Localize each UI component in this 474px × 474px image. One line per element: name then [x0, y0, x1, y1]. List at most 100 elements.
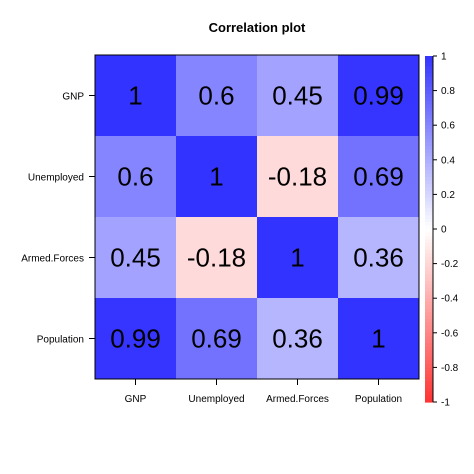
colorbar-segment: [425, 62, 433, 67]
cell-label-3-1: 0.69: [191, 324, 242, 354]
colorbar-segment: [425, 135, 433, 140]
colorbar-segment: [425, 59, 433, 64]
colorbar-segment: [425, 253, 433, 258]
cell-labels: 1 0.6 0.45 0.99 0.6 1 -0.18 0.69 0.45 -0.18 1 0.36 0…: [110, 81, 404, 354]
colorbar-tick-label-8: -0.6: [441, 328, 459, 339]
heatmap-cell-0-2: [257, 55, 338, 136]
heatmap-cell-0-3: [338, 55, 419, 136]
colorbar-segment: [425, 277, 433, 282]
cell-label-1-0: 0.6: [117, 162, 153, 192]
colorbar-segment: [425, 83, 433, 88]
colorbar-segment: [425, 339, 433, 344]
colorbar-segment: [425, 225, 433, 230]
colorbar-segment: [425, 197, 433, 202]
colorbar-segment: [425, 235, 433, 240]
cell-label-1-1: 1: [209, 162, 223, 192]
colorbar-segment: [425, 322, 433, 327]
row-label-1: Unemployed: [28, 173, 84, 184]
colorbar-segment: [425, 315, 433, 320]
colorbar-segment: [425, 232, 433, 237]
colorbar-segment: [425, 187, 433, 192]
colorbar-segment: [425, 360, 433, 365]
colorbar-segment: [425, 128, 433, 133]
colorbar-segment: [425, 114, 433, 119]
colorbar-segment: [425, 263, 433, 268]
colorbar-segment: [425, 125, 433, 130]
colorbar-segment: [425, 145, 433, 151]
cell-label-1-2: -0.18: [268, 162, 327, 192]
colorbar-segment: [425, 363, 433, 368]
colorbar-segment: [425, 301, 433, 306]
colorbar-segment: [425, 325, 433, 330]
cell-label-3-2: 0.36: [272, 324, 323, 354]
colorbar-segment: [425, 260, 433, 265]
colorbar-segment: [425, 284, 433, 289]
colorbar-segment: [425, 280, 433, 285]
colorbar-segment: [425, 384, 433, 389]
column-labels: GNP Unemployed Armed.Forces Population: [125, 379, 402, 405]
column-label-3: Population: [355, 394, 402, 405]
heatmap-cell-1-3: [338, 136, 419, 217]
colorbar-segment: [425, 287, 433, 292]
colorbar-segment: [425, 294, 433, 299]
heatmap-cell-1-2: [257, 136, 338, 217]
column-label-0: GNP: [125, 394, 147, 405]
heatmap-cell-2-3: [338, 217, 419, 298]
cell-label-2-1: -0.18: [187, 243, 246, 273]
colorbar-segment: [425, 208, 433, 213]
colorbar-segment: [425, 218, 433, 223]
colorbar-segment: [425, 357, 433, 362]
colorbar-segment: [425, 374, 433, 379]
heatmap-cells: [95, 55, 419, 379]
row-label-2: Armed.Forces: [21, 254, 84, 265]
column-label-2: Armed.Forces: [266, 394, 329, 405]
heatmap-cell-3-1: [176, 298, 257, 379]
colorbar-tick-label-0: 1: [441, 52, 447, 63]
colorbar-segment: [425, 104, 433, 109]
colorbar-segment: [425, 87, 433, 92]
colorbar-segment: [425, 350, 433, 355]
colorbar-segment: [425, 211, 433, 216]
cell-label-3-0: 0.99: [110, 324, 161, 354]
heatmap-cell-2-2: [257, 217, 338, 298]
colorbar-segment: [425, 267, 433, 272]
colorbar-segment: [425, 318, 433, 324]
chart-title: Correlation plot: [209, 20, 306, 35]
colorbar-segment: [425, 222, 433, 227]
colorbar-segment: [425, 353, 433, 358]
colorbar-tick-label-3: 0.4: [441, 155, 455, 166]
colorbar-segment: [425, 156, 433, 161]
colorbar-segment: [425, 204, 433, 209]
colorbar-segment: [425, 242, 433, 247]
colorbar-segment: [425, 381, 433, 386]
cell-label-0-3: 0.99: [353, 81, 404, 111]
heatmap-cell-3-0: [95, 298, 176, 379]
colorbar-segment: [425, 76, 433, 81]
colorbar-segment: [425, 388, 433, 393]
colorbar-segment: [425, 291, 433, 296]
colorbar-segment: [425, 215, 433, 220]
colorbar-tick-label-5: 0: [441, 225, 447, 236]
colorbar-tick-label-4: 0.2: [441, 190, 455, 201]
colorbar-tick-label-1: 0.8: [441, 86, 455, 97]
cell-label-3-3: 1: [371, 324, 385, 354]
colorbar-segment: [425, 177, 433, 182]
colorbar-segment: [425, 246, 433, 251]
colorbar-segment: [425, 118, 433, 123]
colorbar-segment: [425, 97, 433, 102]
colorbar-tick-label-10: -1: [441, 398, 450, 409]
heatmap-cell-1-1: [176, 136, 257, 217]
colorbar-segment: [425, 149, 433, 154]
cell-label-2-0: 0.45: [110, 243, 161, 273]
colorbar-segment: [425, 194, 433, 199]
heatmap-cell-3-3: [338, 298, 419, 379]
cell-label-2-2: 1: [290, 243, 304, 273]
colorbar-segment: [425, 329, 433, 334]
colorbar-segment: [425, 312, 433, 317]
colorbar-segment: [425, 190, 433, 195]
heatmap-cell-2-1: [176, 217, 257, 298]
colorbar-segment: [425, 346, 433, 351]
colorbar-tick-label-7: -0.4: [441, 294, 459, 305]
heatmap-cell-0-0: [95, 55, 176, 136]
plot-border: [94, 54, 420, 380]
